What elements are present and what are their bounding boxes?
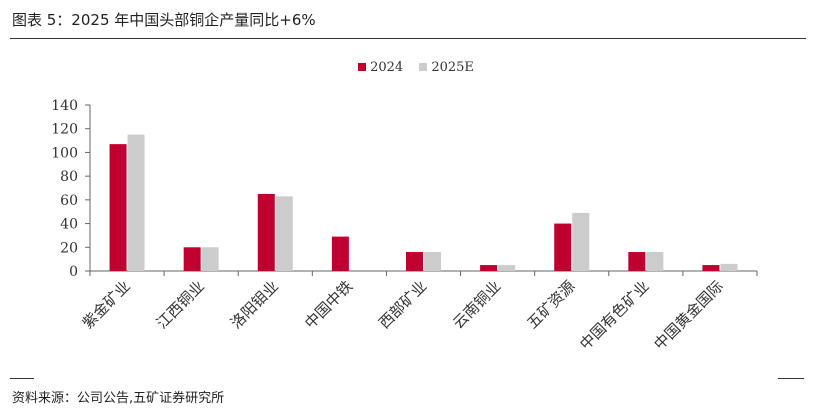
legend-item-2024: 2024 bbox=[358, 60, 403, 75]
bar-2025e bbox=[275, 196, 293, 271]
chart-title: 图表 5：2025 年中国头部铜企产量同比+6% bbox=[12, 11, 316, 29]
legend-label-2024: 2024 bbox=[370, 60, 404, 75]
footer-rule-left bbox=[10, 378, 34, 379]
bar-2025e bbox=[646, 252, 664, 271]
legend-item-2025e: 2025E bbox=[419, 60, 474, 75]
bar-2024 bbox=[628, 252, 646, 271]
legend-swatch-2024 bbox=[358, 63, 367, 71]
y-tick-label: 100 bbox=[51, 145, 78, 161]
bar-2025e bbox=[201, 247, 219, 271]
bar-2024 bbox=[257, 193, 275, 271]
bar-2024 bbox=[702, 265, 720, 271]
bar-2025e bbox=[424, 252, 441, 271]
bar-2025e bbox=[127, 134, 145, 271]
chart-legend: 2024 2025E bbox=[0, 60, 832, 75]
title-divider bbox=[10, 38, 806, 39]
bar-2024 bbox=[406, 252, 423, 271]
bar-2024 bbox=[331, 236, 349, 271]
bar-2024 bbox=[109, 144, 127, 271]
legend-label-2025e: 2025E bbox=[431, 60, 474, 75]
bar-2025e bbox=[498, 265, 516, 271]
footer-rule-right bbox=[778, 378, 804, 379]
bar-2025e bbox=[572, 212, 590, 271]
y-tick-label: 120 bbox=[51, 122, 78, 138]
source-note: 资料来源：公司公告,五矿证券研究所 bbox=[12, 391, 225, 406]
bar-2024 bbox=[480, 265, 498, 271]
y-tick-label: 60 bbox=[60, 193, 78, 209]
x-category-label: 五矿资源 bbox=[523, 277, 578, 332]
x-category-label: 洛阳钼业 bbox=[227, 277, 282, 332]
y-tick-label: 80 bbox=[60, 169, 78, 185]
x-category-label: 中国黄金国际 bbox=[650, 277, 726, 353]
y-tick-label: 0 bbox=[69, 264, 78, 280]
bar-2024 bbox=[183, 247, 201, 271]
legend-swatch-2025e bbox=[419, 63, 428, 71]
bar-2024 bbox=[554, 223, 572, 271]
y-tick-label: 140 bbox=[51, 98, 78, 114]
x-category-label: 紫金矿业 bbox=[79, 277, 134, 332]
x-category-label: 中国中铁 bbox=[301, 277, 356, 332]
x-category-label: 中国有色矿业 bbox=[576, 277, 652, 353]
x-category-label: 西部矿业 bbox=[375, 277, 430, 332]
y-tick-label: 20 bbox=[60, 240, 78, 256]
bar-2025e bbox=[720, 263, 738, 271]
x-category-label: 云南铜业 bbox=[449, 277, 504, 332]
y-tick-label: 40 bbox=[60, 217, 78, 233]
x-category-label: 江西铜业 bbox=[153, 277, 208, 332]
